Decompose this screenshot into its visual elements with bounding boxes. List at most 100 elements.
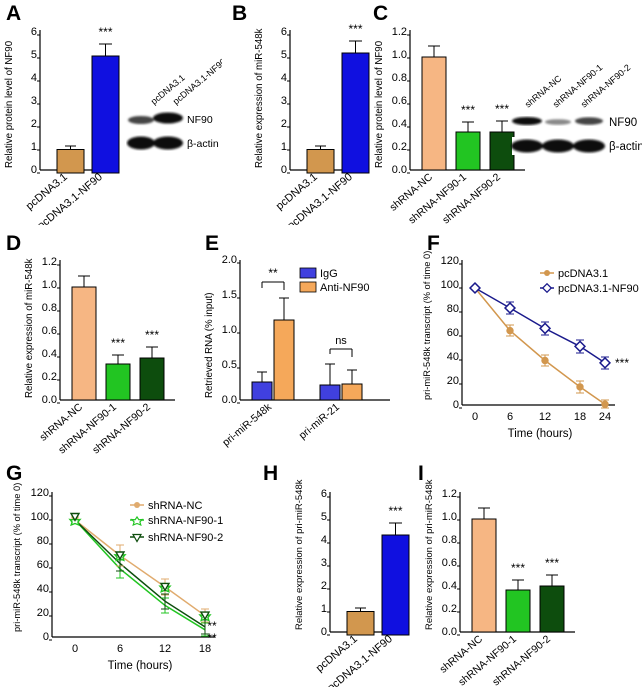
svg-text:1.2: 1.2	[42, 256, 57, 268]
svg-text:24: 24	[599, 411, 611, 423]
svg-text:6: 6	[117, 643, 123, 655]
svg-text:shRNA-NF90-2: shRNA-NF90-2	[90, 401, 153, 455]
svg-text:120: 120	[31, 487, 49, 499]
svg-text:6: 6	[321, 488, 327, 500]
svg-text:100: 100	[441, 279, 459, 291]
svg-text:shRNA-NF90-1: shRNA-NF90-1	[148, 515, 223, 527]
svg-text:5: 5	[31, 49, 37, 61]
svg-text:1.5: 1.5	[222, 289, 237, 301]
svg-text:shRNA-NF90-2: shRNA-NF90-2	[148, 532, 223, 544]
svg-text:**: **	[207, 631, 217, 645]
svg-text:***: ***	[145, 328, 159, 342]
svg-text:pcDNA3.1: pcDNA3.1	[558, 268, 608, 280]
svg-text:***: ***	[348, 22, 362, 36]
svg-text:0.4: 0.4	[442, 580, 457, 592]
svg-text:1: 1	[321, 603, 327, 615]
svg-text:0.0: 0.0	[222, 394, 237, 406]
svg-text:0.5: 0.5	[222, 359, 237, 371]
svg-text:***: ***	[545, 556, 559, 570]
svg-text:1.0: 1.0	[442, 511, 457, 523]
svg-text:0: 0	[453, 399, 459, 411]
svg-text:3: 3	[281, 95, 287, 107]
svg-text:0.6: 0.6	[42, 325, 57, 337]
svg-text:***: ***	[615, 356, 629, 370]
svg-text:0: 0	[31, 164, 37, 176]
svg-text:ns: ns	[335, 335, 347, 347]
svg-text:0.8: 0.8	[392, 72, 407, 84]
svg-text:Relative protein level of NF90: Relative protein level of NF90	[4, 40, 15, 168]
svg-text:3: 3	[31, 95, 37, 107]
svg-text:20: 20	[447, 375, 459, 387]
svg-text:40: 40	[37, 583, 49, 595]
svg-text:pri-miR-548k transcript (% of: pri-miR-548k transcript (% of time 0)	[12, 483, 22, 632]
svg-text:Time (hours): Time (hours)	[508, 428, 573, 440]
svg-text:0.4: 0.4	[392, 118, 407, 130]
svg-text:shRNA-NF90-2: shRNA-NF90-2	[490, 633, 553, 687]
svg-text:NF90: NF90	[187, 114, 213, 126]
svg-text:0.4: 0.4	[42, 348, 57, 360]
svg-text:1.0: 1.0	[42, 279, 57, 291]
svg-text:4: 4	[281, 72, 287, 84]
svg-text:0.6: 0.6	[392, 95, 407, 107]
svg-text:shRNA-NF90-1: shRNA-NF90-1	[56, 401, 119, 455]
svg-text:***: ***	[98, 25, 112, 39]
svg-text:0: 0	[43, 631, 49, 643]
svg-text:2.0: 2.0	[222, 254, 237, 266]
svg-text:80: 80	[447, 303, 459, 315]
svg-text:***: ***	[495, 102, 509, 116]
svg-text:Relative expression of miR-548: Relative expression of miR-548k	[254, 28, 265, 168]
svg-text:2: 2	[281, 118, 287, 130]
svg-text:β-actin: β-actin	[609, 141, 642, 153]
svg-text:2: 2	[321, 580, 327, 592]
svg-text:40: 40	[447, 351, 459, 363]
svg-text:Relative expression of miR-548: Relative expression of miR-548k	[24, 258, 35, 398]
svg-text:0: 0	[472, 411, 478, 423]
svg-text:shRNA-NF90-1: shRNA-NF90-1	[406, 171, 469, 225]
svg-text:Time (hours): Time (hours)	[108, 660, 173, 672]
svg-text:5: 5	[281, 49, 287, 61]
svg-text:80: 80	[37, 535, 49, 547]
svg-text:6: 6	[507, 411, 513, 423]
svg-text:4: 4	[31, 72, 37, 84]
svg-text:1.0: 1.0	[222, 324, 237, 336]
svg-text:0: 0	[72, 643, 78, 655]
svg-text:0.8: 0.8	[42, 302, 57, 314]
svg-text:0.2: 0.2	[442, 603, 457, 615]
svg-text:60: 60	[37, 559, 49, 571]
svg-text:Retrieved RNA (% input): Retrieved RNA (% input)	[204, 292, 215, 398]
svg-text:***: ***	[388, 504, 402, 518]
svg-text:shRNA-NF90-1: shRNA-NF90-1	[456, 633, 519, 687]
svg-text:20: 20	[37, 607, 49, 619]
svg-text:120: 120	[441, 255, 459, 267]
svg-text:shRNA-NC: shRNA-NC	[148, 500, 202, 512]
svg-text:1.2: 1.2	[392, 26, 407, 38]
svg-text:1.0: 1.0	[392, 49, 407, 61]
svg-text:12: 12	[159, 643, 171, 655]
svg-text:12: 12	[539, 411, 551, 423]
svg-text:***: ***	[111, 336, 125, 350]
svg-text:Relative protein level of NF90: Relative protein level of NF90	[374, 40, 385, 168]
svg-text:0.6: 0.6	[442, 557, 457, 569]
svg-text:0.0: 0.0	[392, 164, 407, 176]
svg-text:18: 18	[574, 411, 586, 423]
svg-text:pri-miR-548k: pri-miR-548k	[220, 401, 274, 449]
svg-text:β-actin: β-actin	[187, 138, 219, 150]
svg-text:0.0: 0.0	[42, 394, 57, 406]
svg-text:5: 5	[321, 511, 327, 523]
svg-text:Anti-NF90: Anti-NF90	[320, 282, 370, 294]
svg-text:4: 4	[321, 534, 327, 546]
svg-text:100: 100	[31, 511, 49, 523]
svg-text:shRNA-NF90-2: shRNA-NF90-2	[579, 62, 633, 109]
svg-text:0.2: 0.2	[42, 371, 57, 383]
svg-text:Relative expression of pri-miR: Relative expression of pri-miR-548k	[424, 479, 435, 630]
svg-text:1.2: 1.2	[442, 488, 457, 500]
svg-text:60: 60	[447, 327, 459, 339]
svg-text:Relative expression of pri-miR: Relative expression of pri-miR-548k	[294, 479, 305, 630]
svg-text:0.0: 0.0	[442, 626, 457, 638]
svg-text:***: ***	[511, 561, 525, 575]
svg-text:0.2: 0.2	[392, 141, 407, 153]
svg-text:2: 2	[31, 118, 37, 130]
svg-text:6: 6	[281, 26, 287, 38]
svg-text:6: 6	[31, 26, 37, 38]
svg-text:IgG: IgG	[320, 268, 338, 280]
